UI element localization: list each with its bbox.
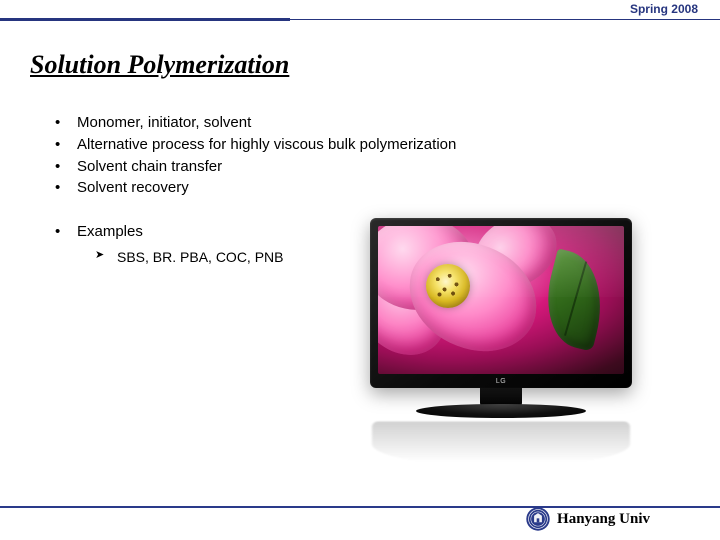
monitor-screen: [378, 226, 624, 374]
list-item: Solvent recovery: [55, 177, 456, 199]
list-item: Monomer, initiator, solvent: [55, 112, 456, 134]
monitor-brand: LG: [496, 378, 506, 385]
flower-center: [426, 264, 470, 308]
page-title: Solution Polymerization: [30, 50, 289, 80]
monitor-illustration: LG: [370, 218, 632, 469]
header-divider: [0, 18, 720, 21]
monitor-stand-base: [416, 404, 586, 418]
footer: Hanyang Univ: [525, 506, 650, 532]
term-label: Spring 2008: [630, 2, 698, 16]
monitor-reflection: [372, 422, 630, 467]
list-item: Solvent chain transfer: [55, 156, 456, 178]
monitor-bezel: LG: [370, 218, 632, 388]
university-seal-icon: [525, 506, 551, 532]
list-item: Alternative process for highly viscous b…: [55, 134, 456, 156]
examples-label: Examples: [77, 223, 143, 240]
footer-university: Hanyang Univ: [557, 511, 650, 528]
